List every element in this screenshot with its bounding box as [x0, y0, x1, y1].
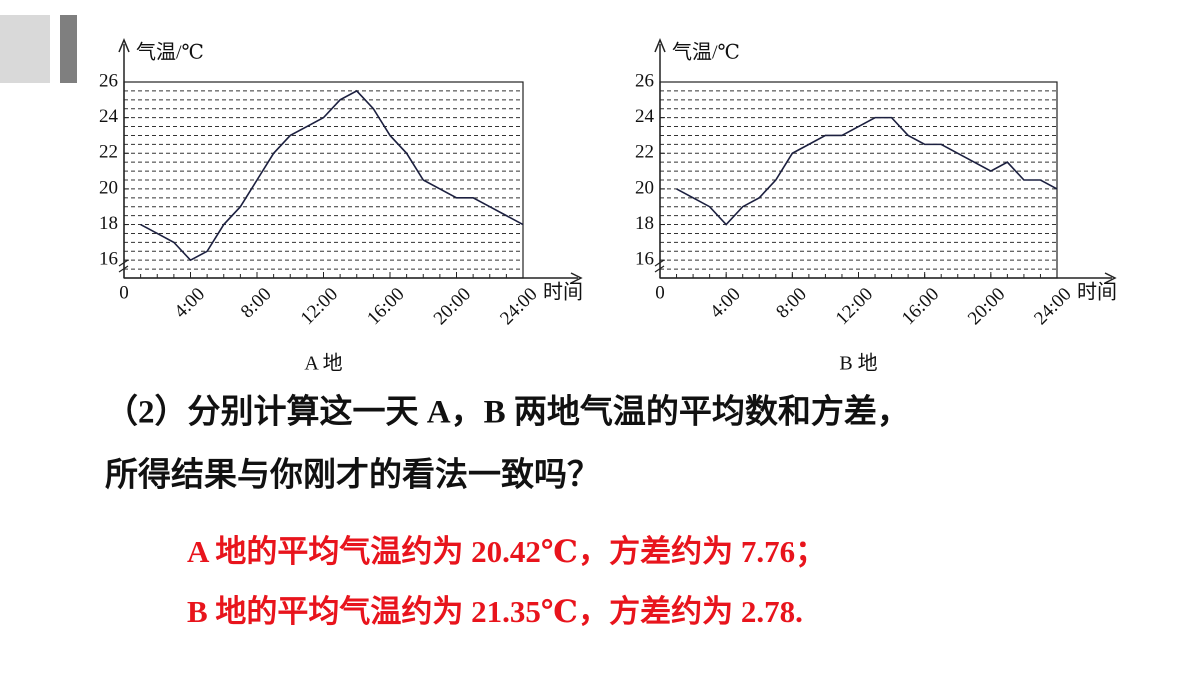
chart-caption: A 地	[304, 352, 342, 375]
y-tick-label: 18	[635, 213, 654, 234]
x-axis-label: 时间	[543, 281, 583, 304]
x-tick-label: 0	[655, 282, 665, 303]
chart: 16 18 20 22 24 26 0 4:00 8:00 12:00 16:00 20:00 24:0…	[635, 38, 1117, 375]
y-axis-label: 气温/℃	[672, 41, 740, 64]
x-tick-label: 8:00	[237, 284, 276, 323]
x-tick-label: 4:00	[170, 284, 209, 323]
y-arrow	[118, 38, 130, 53]
x-axis-label: 时间	[1077, 281, 1117, 304]
y-axis-label: 气温/℃	[136, 41, 204, 64]
x-tick-label: 24:00	[1030, 284, 1075, 329]
question-line: （2）分别计算这一天 A，B 两地气温的平均数和方差，	[105, 393, 910, 431]
y-tick-label: 16	[99, 249, 118, 270]
x-tick-label: 20:00	[964, 284, 1009, 329]
x-tick-label: 0	[119, 282, 129, 303]
y-tick-label: 22	[635, 142, 654, 163]
x-tick-label: 12:00	[297, 284, 342, 329]
temperature-line	[676, 116, 1058, 226]
temperature-line	[140, 89, 524, 262]
chart: 16 18 20 22 24 26 0 4:00 8:00 12:00 16:00 20:00 24:0…	[99, 38, 583, 375]
y-tick-label: 24	[635, 106, 655, 127]
y-tick-label: 22	[99, 142, 118, 163]
y-tick-label: 16	[635, 249, 654, 270]
axis-break	[118, 259, 129, 273]
question-line: 所得结果与你刚才的看法一致吗？	[105, 457, 600, 494]
axis-break	[654, 259, 665, 273]
deco-bar	[0, 15, 50, 83]
x-tick-label: 4:00	[706, 284, 745, 323]
y-tick-label: 20	[635, 177, 654, 198]
y-tick-label: 26	[99, 70, 118, 91]
answer-line: B 地的平均气温约为 21.35℃，方差约为 2.78.	[187, 594, 803, 629]
y-tick-label: 18	[99, 213, 118, 234]
y-tick-label: 26	[635, 70, 654, 91]
x-arrow	[1104, 272, 1117, 284]
x-tick-label: 20:00	[430, 284, 475, 329]
y-arrow	[654, 38, 666, 53]
x-tick-label: 16:00	[898, 284, 943, 329]
x-arrow	[570, 272, 583, 284]
answer-line: A 地的平均气温约为 20.42℃，方差约为 7.76；	[187, 534, 826, 569]
chart-caption: B 地	[839, 352, 877, 375]
x-tick-label: 8:00	[772, 284, 811, 323]
deco-bar	[60, 15, 77, 83]
x-tick-label: 12:00	[832, 284, 877, 329]
y-tick-label: 24	[99, 106, 119, 127]
x-tick-label: 16:00	[363, 284, 408, 329]
x-tick-label: 24:00	[496, 284, 541, 329]
y-tick-label: 20	[99, 177, 118, 198]
